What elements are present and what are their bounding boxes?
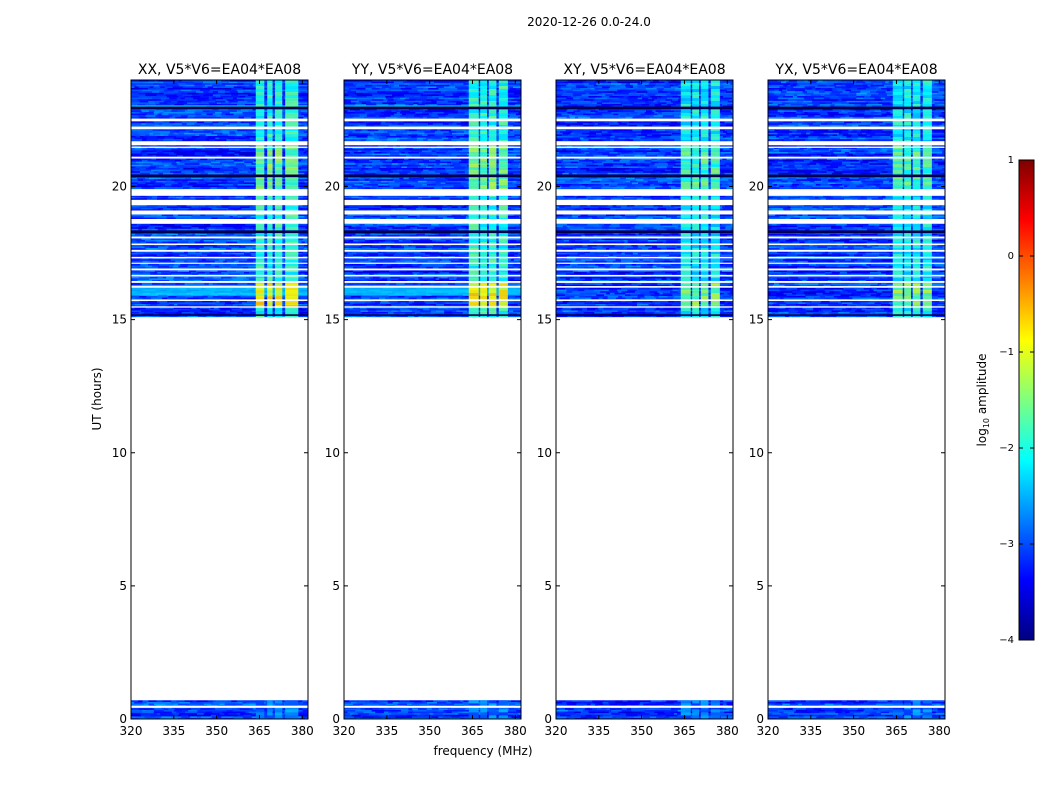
colorbar-tick-label: −2 bbox=[999, 443, 1014, 454]
x-tick-label: 380 bbox=[716, 724, 739, 738]
x-tick-label: 350 bbox=[205, 724, 228, 738]
colorbar: 1 0 −1 −2 −3 −4 log10 amplitude bbox=[975, 155, 1035, 646]
panel-yy: YY, V5*V6=EA04*EA08 320 335 350 365 380 0 5 10 15… bbox=[325, 62, 527, 738]
panel-title: XX, V5*V6=EA04*EA08 bbox=[138, 62, 301, 78]
x-tick-label: 350 bbox=[418, 724, 441, 738]
colorbar-scale bbox=[1018, 159, 1035, 641]
x-tick-label: 335 bbox=[587, 724, 610, 738]
x-tick-label: 380 bbox=[504, 724, 527, 738]
x-tick-label: 320 bbox=[120, 724, 143, 738]
colorbar-tick-label: −1 bbox=[999, 347, 1014, 358]
colorbar-tick-label: 0 bbox=[1008, 251, 1014, 262]
panel-heatmap bbox=[344, 80, 521, 719]
x-tick-label: 335 bbox=[799, 724, 822, 738]
panel-xx: XX, V5*V6=EA04*EA08 320 335 350 365 380 0 5 10 15… bbox=[112, 62, 314, 738]
colorbar-tick-label: −3 bbox=[999, 539, 1014, 550]
y-tick-label: 5 bbox=[332, 579, 340, 593]
panel-heatmap bbox=[768, 80, 945, 719]
panel-title: YX, V5*V6=EA04*EA08 bbox=[774, 62, 937, 78]
y-tick-label: 20 bbox=[112, 180, 127, 194]
x-tick-label: 320 bbox=[545, 724, 568, 738]
x-tick-label: 335 bbox=[162, 724, 185, 738]
y-tick-label: 15 bbox=[749, 313, 764, 327]
x-tick-label: 365 bbox=[885, 724, 908, 738]
y-tick-label: 0 bbox=[119, 712, 127, 726]
x-tick-label: 380 bbox=[291, 724, 314, 738]
y-tick-label: 20 bbox=[325, 180, 340, 194]
x-tick-label: 365 bbox=[461, 724, 484, 738]
y-tick-label: 20 bbox=[749, 180, 764, 194]
panels: XX, V5*V6=EA04*EA08 320 335 350 365 380 0 5 10 15… bbox=[112, 62, 951, 738]
y-tick-label: 0 bbox=[756, 712, 764, 726]
y-tick-label: 10 bbox=[112, 446, 127, 460]
panel-yx: YX, V5*V6=EA04*EA08 320 335 350 365 380 0 5 10 15… bbox=[749, 62, 951, 738]
y-tick-label: 5 bbox=[756, 579, 764, 593]
y-tick-label: 0 bbox=[332, 712, 340, 726]
colorbar-label: log10 amplitude bbox=[975, 354, 991, 447]
colorbar-tick-label: 1 bbox=[1008, 155, 1014, 166]
x-tick-label: 365 bbox=[248, 724, 271, 738]
panel-title: YY, V5*V6=EA04*EA08 bbox=[351, 62, 513, 78]
panel-frame bbox=[555, 79, 734, 720]
y-tick-label: 0 bbox=[544, 712, 552, 726]
panel-title: XY, V5*V6=EA04*EA08 bbox=[563, 62, 725, 78]
panel-frame bbox=[343, 79, 522, 720]
panel-frame bbox=[767, 79, 946, 720]
y-tick-label: 20 bbox=[537, 180, 552, 194]
x-tick-label: 335 bbox=[375, 724, 398, 738]
y-tick-label: 15 bbox=[537, 313, 552, 327]
panel-heatmap bbox=[556, 80, 733, 719]
colorbar-tick-label: −4 bbox=[999, 635, 1014, 646]
panel-frame bbox=[130, 79, 309, 720]
y-axis-label: UT (hours) bbox=[90, 367, 104, 430]
y-tick-label: 10 bbox=[749, 446, 764, 460]
panel-heatmap bbox=[131, 80, 308, 719]
x-tick-label: 320 bbox=[333, 724, 356, 738]
y-tick-label: 5 bbox=[544, 579, 552, 593]
y-tick-label: 10 bbox=[537, 446, 552, 460]
x-tick-label: 380 bbox=[928, 724, 951, 738]
y-tick-label: 15 bbox=[325, 313, 340, 327]
x-tick-label: 350 bbox=[630, 724, 653, 738]
y-tick-label: 10 bbox=[325, 446, 340, 460]
figure-title: 2020-12-26 0.0-24.0 bbox=[527, 15, 651, 29]
y-tick-label: 5 bbox=[119, 579, 127, 593]
x-axis-label: frequency (MHz) bbox=[433, 744, 532, 758]
x-tick-label: 365 bbox=[673, 724, 696, 738]
panel-xy: XY, V5*V6=EA04*EA08 320 335 350 365 380 0 5 10 15… bbox=[537, 62, 739, 738]
y-tick-label: 15 bbox=[112, 313, 127, 327]
x-tick-label: 350 bbox=[842, 724, 865, 738]
x-tick-label: 320 bbox=[757, 724, 780, 738]
